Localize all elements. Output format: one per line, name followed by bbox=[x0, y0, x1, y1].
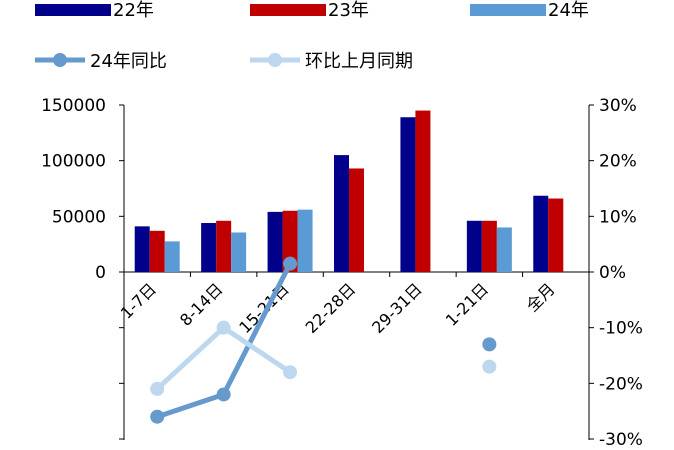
series-marker bbox=[150, 381, 165, 396]
series-marker bbox=[283, 365, 298, 380]
legend: 22年 23年 24年 24年同比 环比上月同期 bbox=[35, 0, 589, 72]
x-tick-label: 全月 bbox=[523, 279, 559, 315]
legend-label: 24年同比 bbox=[90, 51, 167, 72]
bar bbox=[231, 232, 247, 272]
series-marker bbox=[216, 320, 231, 335]
legend-marker bbox=[268, 53, 282, 67]
series-line bbox=[155, 325, 292, 391]
right-tick-label: -20% bbox=[599, 374, 643, 394]
right-tick-label: -10% bbox=[599, 319, 643, 339]
left-tick-label: 50000 bbox=[52, 207, 106, 227]
bar bbox=[149, 230, 165, 272]
left-tick-label: 150000 bbox=[41, 96, 106, 116]
bar bbox=[548, 198, 564, 272]
axes: 0 50000 100000 150000 -30% -20% -10% 0% 10% 20% 30… bbox=[41, 96, 643, 450]
bar bbox=[216, 220, 232, 272]
series-marker bbox=[482, 337, 497, 352]
right-tick-label: 0% bbox=[599, 263, 626, 283]
bar bbox=[466, 220, 482, 272]
right-tick-label: 30% bbox=[599, 96, 637, 116]
x-tick-label: 22-28日 bbox=[302, 279, 360, 337]
bar bbox=[334, 155, 349, 272]
legend-label: 24年 bbox=[548, 0, 589, 21]
series-marker bbox=[216, 387, 231, 402]
bar bbox=[201, 223, 217, 272]
bar bbox=[533, 195, 549, 272]
x-tick-label: 29-31日 bbox=[368, 279, 426, 337]
left-tick-label: 0 bbox=[95, 263, 106, 283]
right-tick-label: 20% bbox=[599, 152, 637, 172]
legend-label: 23年 bbox=[328, 0, 369, 21]
bar bbox=[282, 210, 298, 272]
x-tick-label: 8-14日 bbox=[176, 279, 226, 329]
x-tick-label: 1-7日 bbox=[117, 279, 160, 322]
legend-swatch bbox=[470, 4, 546, 16]
bar bbox=[496, 227, 512, 272]
x-tick-label: 15-21日 bbox=[235, 279, 293, 337]
left-tick-label: 100000 bbox=[41, 152, 106, 172]
bar bbox=[415, 110, 431, 272]
lines bbox=[150, 256, 497, 424]
legend-swatch bbox=[250, 4, 326, 16]
legend-label: 环比上月同期 bbox=[305, 51, 413, 72]
bar bbox=[297, 209, 313, 272]
bar bbox=[349, 168, 364, 272]
right-tick-label: -30% bbox=[599, 430, 643, 450]
legend-marker bbox=[53, 53, 67, 67]
legend-swatch bbox=[35, 4, 111, 16]
bar bbox=[164, 241, 180, 272]
bar bbox=[134, 226, 150, 272]
series-marker bbox=[283, 256, 298, 271]
bar bbox=[481, 220, 497, 272]
legend-label: 22年 bbox=[113, 0, 154, 21]
bar bbox=[267, 211, 283, 272]
x-tick-label: 1-21日 bbox=[442, 279, 492, 329]
bars bbox=[134, 110, 564, 272]
series-marker bbox=[482, 359, 497, 374]
bar bbox=[400, 117, 416, 272]
right-tick-label: 10% bbox=[599, 207, 637, 227]
series-marker bbox=[150, 409, 165, 424]
